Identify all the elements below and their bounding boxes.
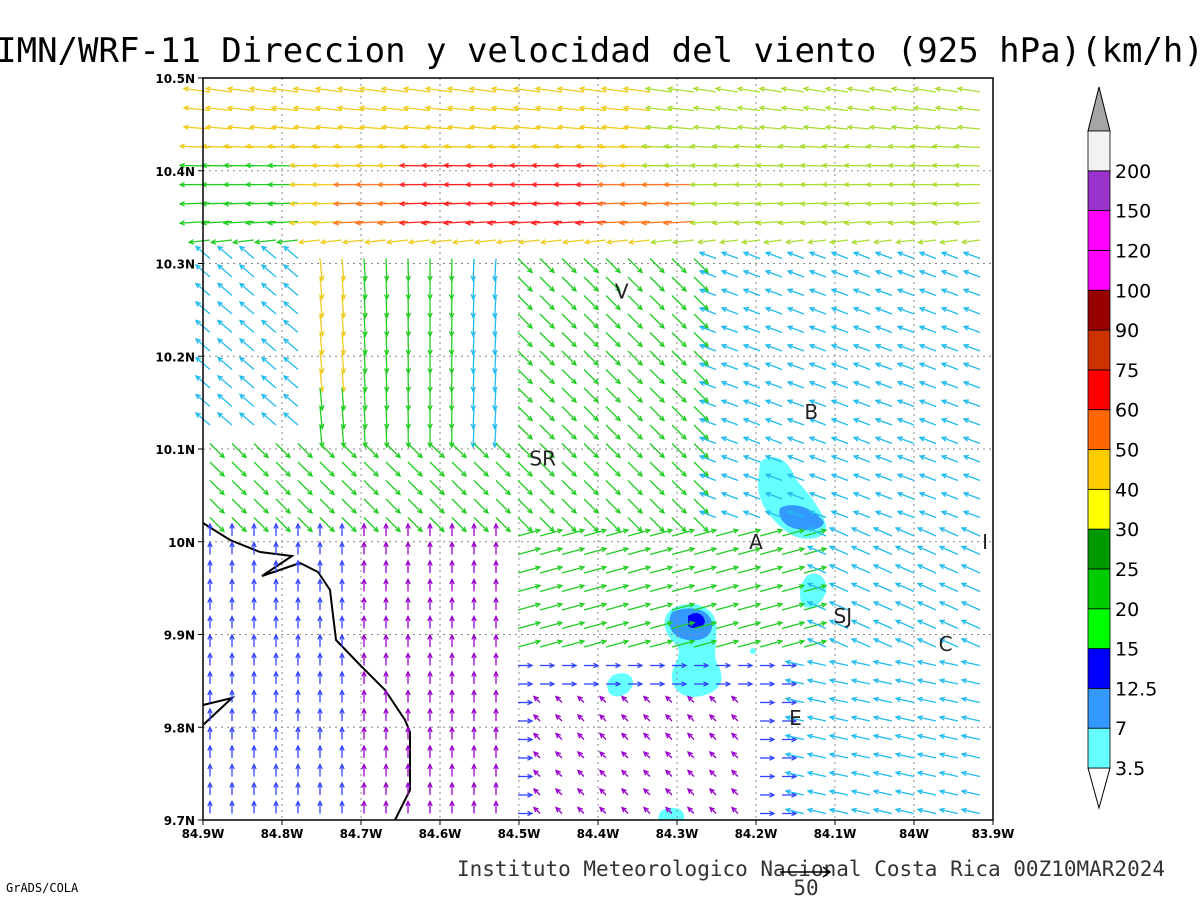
x-tick-label: 84.3W xyxy=(656,827,699,841)
x-tick-label: 84.6W xyxy=(419,827,462,841)
y-axis-ticks: 9.7N 9.8N 9.9N 10N 10.1N 10.2N 10.3N 10.4N 10.5N xyxy=(155,72,203,828)
colorbar-swatch xyxy=(1088,609,1110,649)
colorbar-label: 90 xyxy=(1115,320,1139,342)
colorbar-label: 100 xyxy=(1115,280,1151,302)
y-tick-label: 9.8N xyxy=(164,721,195,735)
y-tick-label: 10.1N xyxy=(155,443,195,457)
colorbar-swatch xyxy=(1088,171,1110,211)
colorbar-label: 40 xyxy=(1115,479,1139,501)
x-tick-label: 84.2W xyxy=(735,827,778,841)
colorbar-label: 3.5 xyxy=(1115,758,1145,780)
lat-lon-grid xyxy=(203,78,993,820)
y-tick-label: 9.7N xyxy=(164,814,195,828)
colorbar-label: 20 xyxy=(1115,599,1139,621)
x-tick-label: 83.9W xyxy=(972,827,1015,841)
colorbar-swatch xyxy=(1088,529,1110,569)
colorbar-label: 12.5 xyxy=(1115,678,1157,700)
colorbar-label: 25 xyxy=(1115,559,1139,581)
x-tick-label: 84.9W xyxy=(182,827,225,841)
colorbar-label: 200 xyxy=(1115,161,1151,183)
colorbar-swatch xyxy=(1088,450,1110,490)
colorbar-label: 75 xyxy=(1115,360,1139,382)
place-label-e: E xyxy=(789,706,802,730)
reference-vector-label: 50 xyxy=(793,876,818,900)
colorbar-label: 150 xyxy=(1115,201,1151,223)
map-area: V B SR A I SJ C E 84.9W 84.8W 84.7W 84.6W 84.5W 84.4… xyxy=(155,72,1014,841)
x-tick-label: 84W xyxy=(899,827,929,841)
colorbar-swatch xyxy=(1088,728,1110,768)
colorbar-label: 60 xyxy=(1115,400,1139,422)
place-label-a: A xyxy=(749,530,763,554)
wind-vector-field xyxy=(180,87,980,816)
colorbar-swatch xyxy=(1088,290,1110,330)
colorbar-swatch xyxy=(1088,688,1110,728)
y-tick-label: 9.9N xyxy=(164,629,195,643)
colorbar-swatch xyxy=(1088,250,1110,290)
colorbar-swatch xyxy=(1088,410,1110,450)
x-tick-label: 84.1W xyxy=(814,827,857,841)
colorbar-top-arrow xyxy=(1088,87,1110,131)
colorbar-label: 30 xyxy=(1115,519,1139,541)
colorbar-swatch xyxy=(1088,370,1110,410)
y-tick-label: 10.2N xyxy=(155,350,195,364)
software-label: GrADS/COLA xyxy=(6,881,79,895)
colorbar: 3.5 7 12.5 15 20 25 30 40 50 60 75 90 100 120 150 200 xyxy=(1088,87,1157,808)
place-label-b: B xyxy=(804,400,818,424)
colorbar-swatch xyxy=(1088,211,1110,251)
x-tick-label: 84.4W xyxy=(577,827,620,841)
colorbar-bottom-arrow xyxy=(1088,768,1110,808)
coastline xyxy=(203,523,410,820)
place-label-i: I xyxy=(982,530,988,554)
x-tick-label: 84.7W xyxy=(340,827,383,841)
place-label-sr: SR xyxy=(529,446,556,470)
place-label-v: V xyxy=(615,279,629,303)
colorbar-swatch xyxy=(1088,131,1110,171)
colorbar-label: 15 xyxy=(1115,639,1139,661)
colorbar-swatch xyxy=(1088,569,1110,609)
y-tick-label: 10.3N xyxy=(155,258,195,272)
chart-title: IMN/WRF-11 Direccion y velocidad del vie… xyxy=(0,31,1200,71)
colorbar-swatch xyxy=(1088,489,1110,529)
y-tick-label: 10N xyxy=(168,536,195,550)
reference-vector: 50 xyxy=(780,867,830,900)
colorbar-swatch xyxy=(1088,330,1110,370)
place-label-c: C xyxy=(939,632,953,656)
y-tick-label: 10.5N xyxy=(155,72,195,86)
x-tick-label: 84.5W xyxy=(498,827,541,841)
colorbar-label: 50 xyxy=(1115,440,1139,462)
colorbar-swatch xyxy=(1088,649,1110,689)
colorbar-label: 7 xyxy=(1115,718,1127,740)
colorbar-label: 120 xyxy=(1115,240,1151,262)
x-tick-label: 84.8W xyxy=(261,827,304,841)
x-axis-ticks: 84.9W 84.8W 84.7W 84.6W 84.5W 84.4W 84.3W 84.2W… xyxy=(182,820,1015,841)
y-tick-label: 10.4N xyxy=(155,165,195,179)
place-label-sj: SJ xyxy=(834,604,853,628)
